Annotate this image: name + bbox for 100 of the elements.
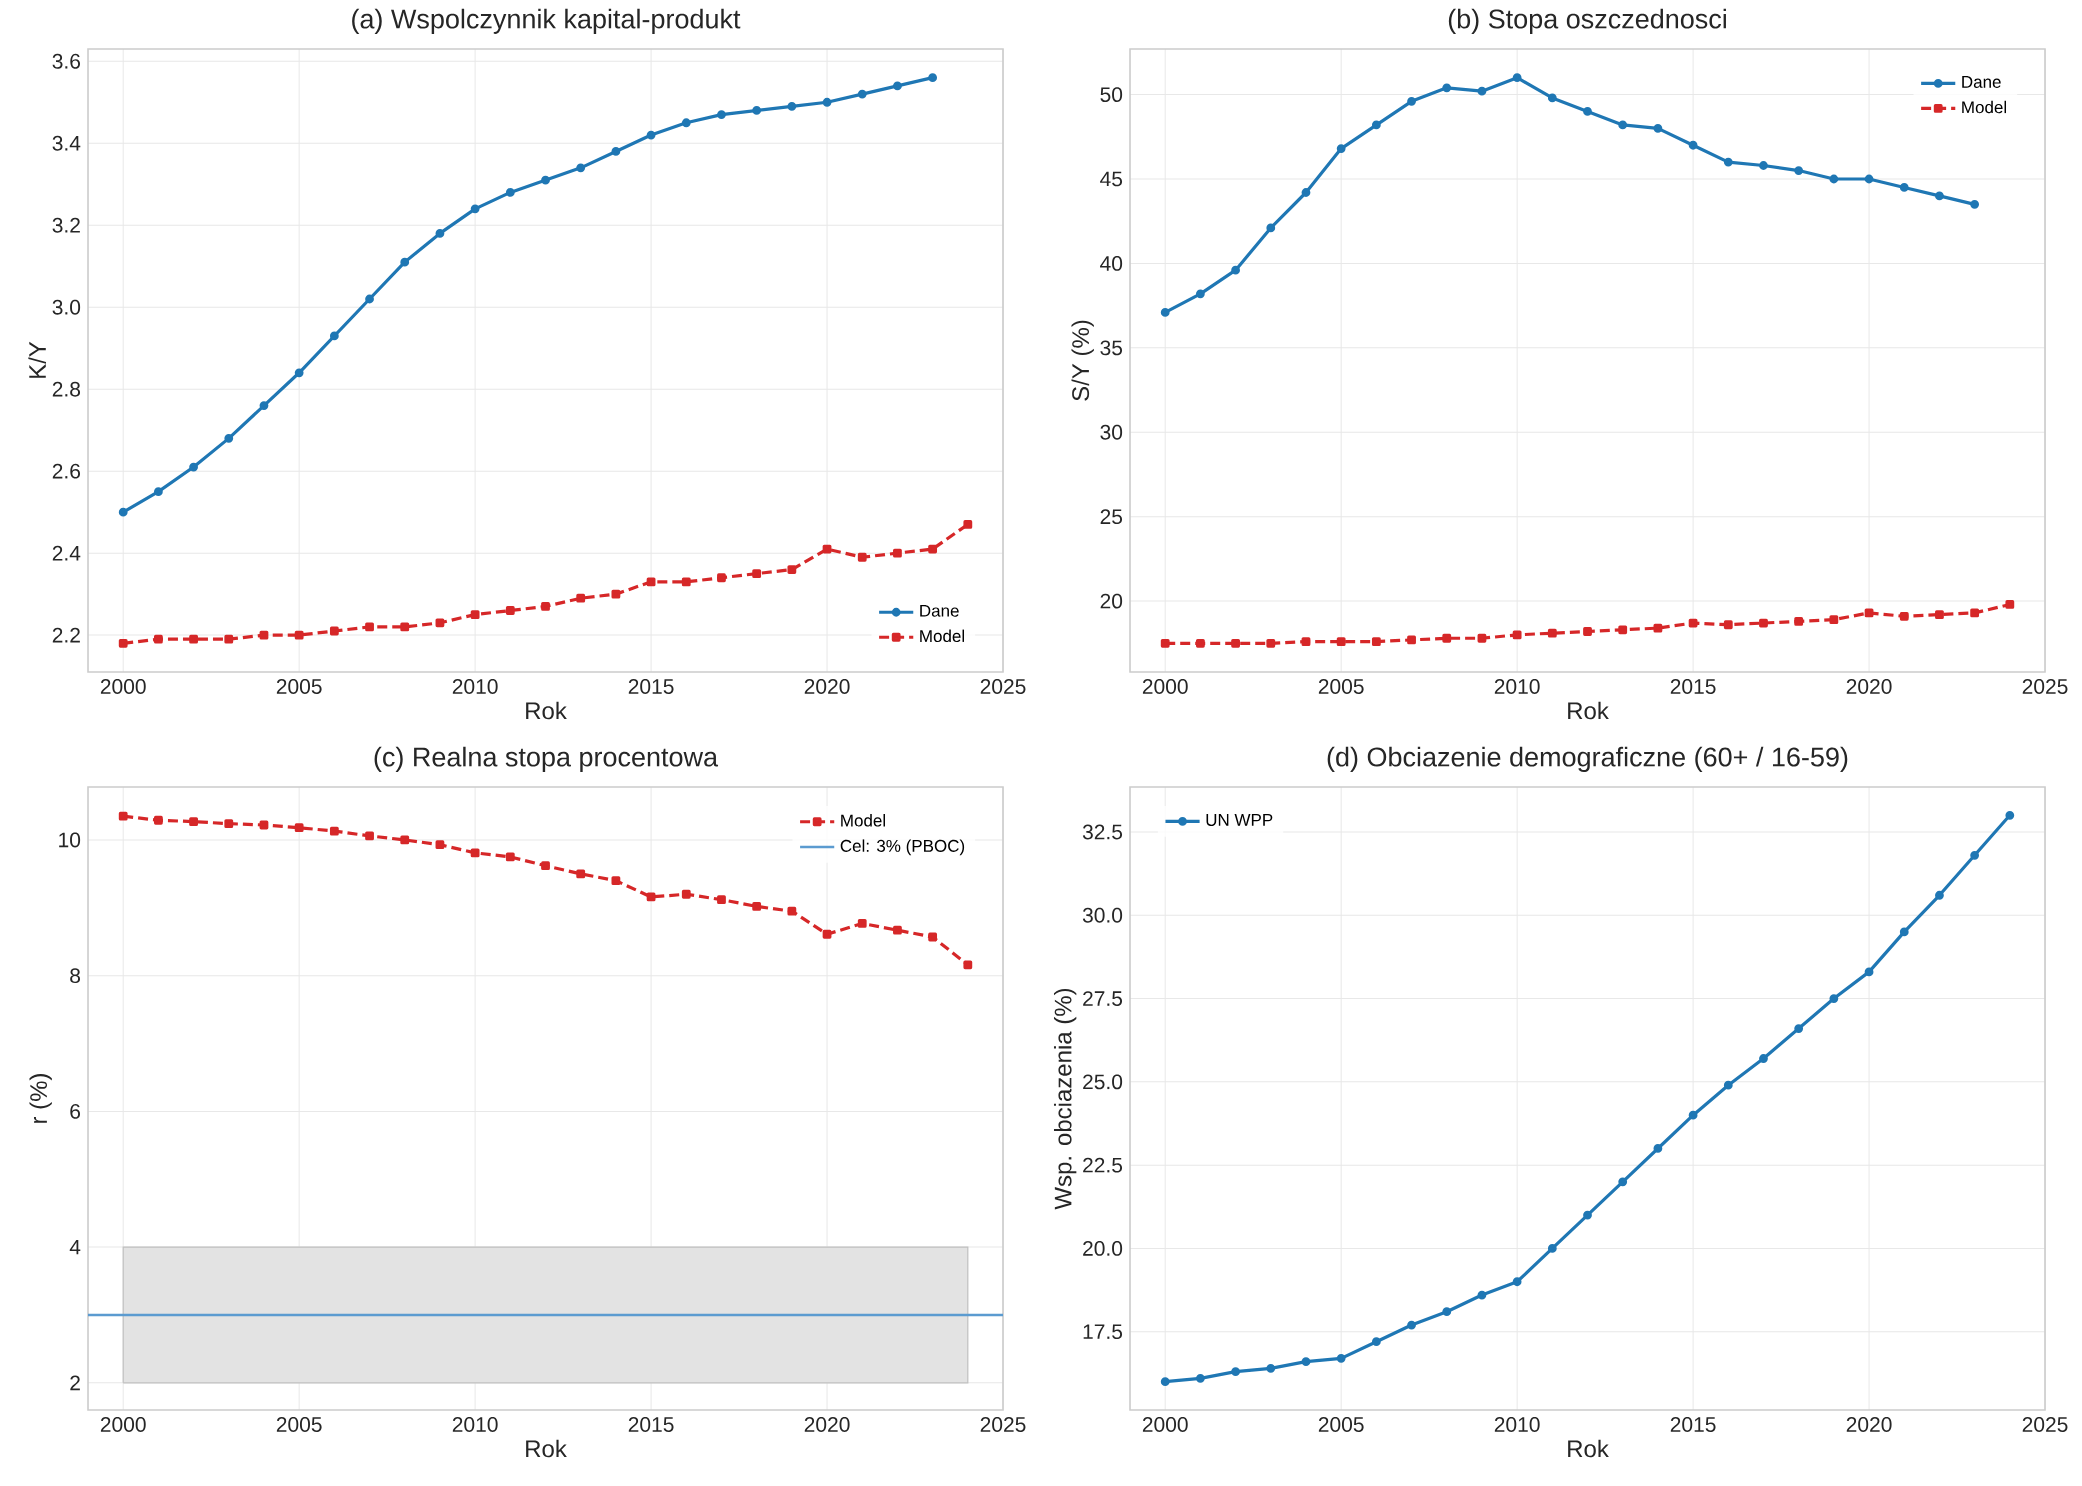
point [857,89,867,99]
point [1407,1320,1416,1330]
point [1547,93,1557,103]
point [1899,183,1909,192]
point [2005,600,2015,609]
point [470,848,480,858]
y-tick-label: 32.5 [1082,824,1123,840]
point [189,634,198,644]
x-tick-label: 2020 [804,679,850,694]
y-tick-label: 2.4 [52,545,81,561]
point [1864,608,1874,618]
point [541,861,550,871]
chart-title: (c) Realna stopa procentowa [374,746,719,772]
y-tick-label: 2.8 [52,381,81,397]
point [365,831,374,841]
point [1583,107,1592,116]
point [189,462,198,472]
point [1160,307,1170,317]
point [1160,1377,1170,1387]
point [1266,1363,1276,1373]
point [681,118,691,128]
point [1935,610,1944,619]
point [1618,625,1628,635]
point [611,876,621,886]
point [1864,174,1874,184]
point [752,902,762,911]
x-tick-label: 2015 [1670,679,1716,694]
point [646,130,656,140]
point [1477,1290,1487,1300]
point [435,840,445,850]
point [1759,1054,1768,1063]
y-tick-label: 4 [69,1239,81,1255]
point [646,577,656,587]
point [259,401,269,410]
point [1723,1080,1733,1090]
point [611,589,621,599]
point [1442,633,1452,643]
legend-label: Cel: 3% (PBOC) [840,839,965,856]
point [1618,1177,1628,1187]
point [435,229,445,238]
y-axis-title: Wsp. obciazenia (%) [1053,988,1077,1210]
point [1512,1277,1522,1287]
point [1970,850,1980,860]
point [893,925,902,935]
point [224,819,234,829]
point [505,188,515,197]
x-tick-label: 2000 [1142,679,1188,694]
point [400,257,410,267]
point [787,906,797,916]
y-tick-label: 17.5 [1083,1324,1123,1340]
point [1371,637,1381,647]
chart-title: (a) Wspolczynnik kapital-produkt [352,8,741,34]
x-tick-label: 2015 [1670,1417,1716,1432]
y-tick-label: 40 [1100,256,1123,271]
x-tick-label: 2000 [1142,1417,1188,1432]
point [1759,618,1768,628]
point [717,895,726,905]
y-tick-label: 35 [1100,340,1123,356]
point [1899,611,1909,621]
point [470,610,480,620]
point [1935,890,1944,900]
point [118,811,128,821]
x-tick-label: 2020 [1846,679,1892,694]
point [259,630,269,640]
point [646,892,656,902]
point [1899,927,1909,937]
x-tick-label: 2005 [276,1417,322,1432]
y-tick-label: 30 [1100,424,1123,440]
point [752,569,762,579]
point [435,618,445,628]
x-tick-label: 2020 [1846,1417,1892,1432]
point [1970,608,1980,618]
x-tick-label: 2005 [1318,679,1364,694]
point [857,552,867,562]
point [1547,1244,1557,1253]
point [611,147,621,156]
point [1547,628,1557,638]
x-tick-label: 2005 [1318,1417,1364,1432]
x-tick-label: 2025 [980,679,1026,694]
x-tick-label: 2010 [1494,679,1540,694]
y-tick-label: 2.2 [52,627,80,643]
point [1160,638,1170,648]
legend-label: Dane [1962,76,2001,88]
point [1231,638,1240,648]
legend-label: Model [1962,100,2007,114]
point [1442,83,1452,93]
y-tick-label: 22.5 [1083,1157,1123,1173]
point [1336,637,1346,647]
x-axis-title: Rok [526,701,567,720]
y-tick-label: 3.4 [52,135,81,151]
point [1371,120,1381,130]
y-axis-title: K/Y [28,341,46,378]
y-tick-label: 3.2 [52,217,80,233]
point [822,97,832,107]
point [189,817,198,827]
x-tick-label: 2010 [452,679,498,694]
point [541,175,550,185]
point [1723,157,1733,167]
point [1688,618,1698,628]
x-tick-label: 2010 [1494,1417,1540,1432]
